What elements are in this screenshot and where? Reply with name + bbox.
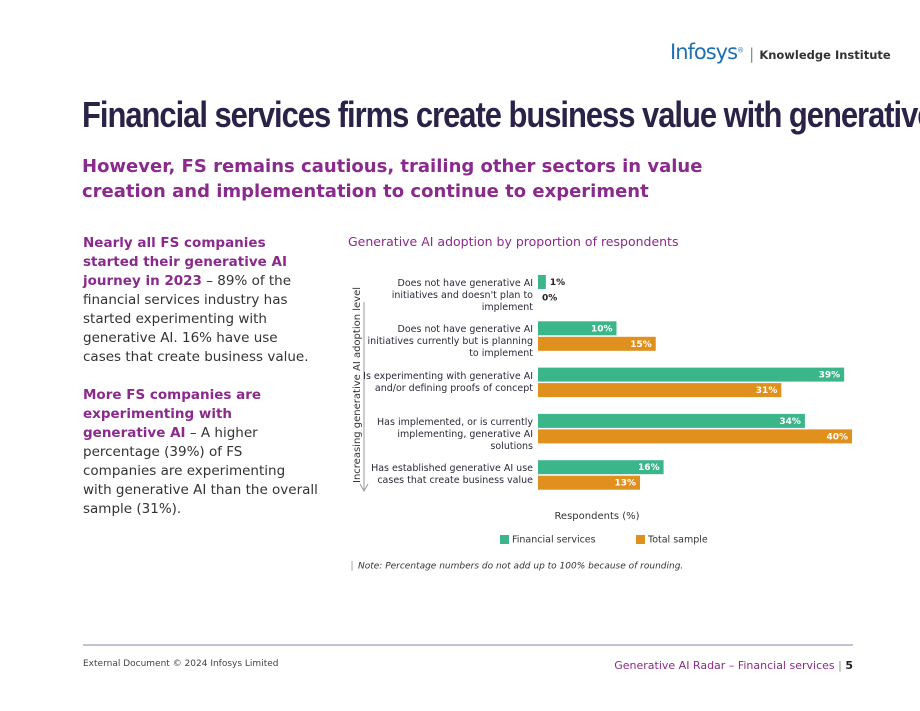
bar [538,383,782,398]
legend-label: Financial services [512,535,596,546]
paragraph-text: – 89% of the financial services industry… [83,273,309,365]
value-label: 1% [550,278,565,288]
x-axis-label: Respondents (%) [554,511,639,522]
legend-swatch [636,535,645,544]
paragraph: Nearly all FS companies started their ge… [83,234,318,367]
paragraph: More FS companies are experimenting with… [83,386,318,519]
category-label: Is experimenting with generative AI and/… [363,370,533,394]
bar [538,475,641,490]
page-number: 5 [845,659,853,672]
bar [538,275,546,289]
body: Nearly all FS companies started their ge… [83,234,318,519]
category-label: Does not have generative AI initiatives … [367,324,533,360]
paragraph-text: – A higher percentage (39%) of FS compan… [83,425,318,517]
category-label: Has implemented, or is currently impleme… [377,416,533,452]
footer-title: Generative AI Radar – Financial services [614,659,835,672]
category-label: Does not have generative AI initiatives … [391,278,533,313]
value-label: 39% [819,371,841,381]
value-label: 13% [615,479,637,489]
paragraph-lead: Nearly all FS companies started their ge… [83,235,287,289]
subtitle: However, FS remains cautious, trailing o… [82,156,703,202]
value-label: 31% [756,386,778,396]
paragraph-lead: More FS companies are experimenting with… [83,387,262,441]
bar [538,367,845,382]
chart-title: Generative AI adoption by proportion of … [348,234,679,249]
bar [538,336,656,351]
value-label: 10% [591,324,613,334]
category-label: Has established generative AI use cases … [371,463,533,487]
footer-left: External Document © 2024 Infosys Limited [83,659,279,669]
logo-mark: ® [737,46,745,55]
note: Note: Percentage numbers do not add up t… [358,562,683,572]
bar [538,413,805,428]
value-label: 34% [779,417,801,427]
logo-text: Infosys [670,40,738,64]
value-label: 15% [630,340,652,350]
value-label: 40% [826,432,848,442]
value-label: 0% [542,294,557,304]
legend-swatch [500,535,509,544]
title: Financial services firms create business… [82,94,920,135]
bar [538,321,617,336]
bar [538,429,852,444]
logo-subtitle: Knowledge Institute [759,48,891,62]
logo: Infosys® | Knowledge Institute [670,40,891,64]
footer-right: Generative AI Radar – Financial services… [614,659,853,672]
axis-arrowhead [359,483,369,493]
bar [538,460,664,475]
y-axis-label: Increasing generative AI adoption level [352,287,363,483]
value-label: 16% [638,463,660,473]
legend-label: Total sample [647,535,708,546]
